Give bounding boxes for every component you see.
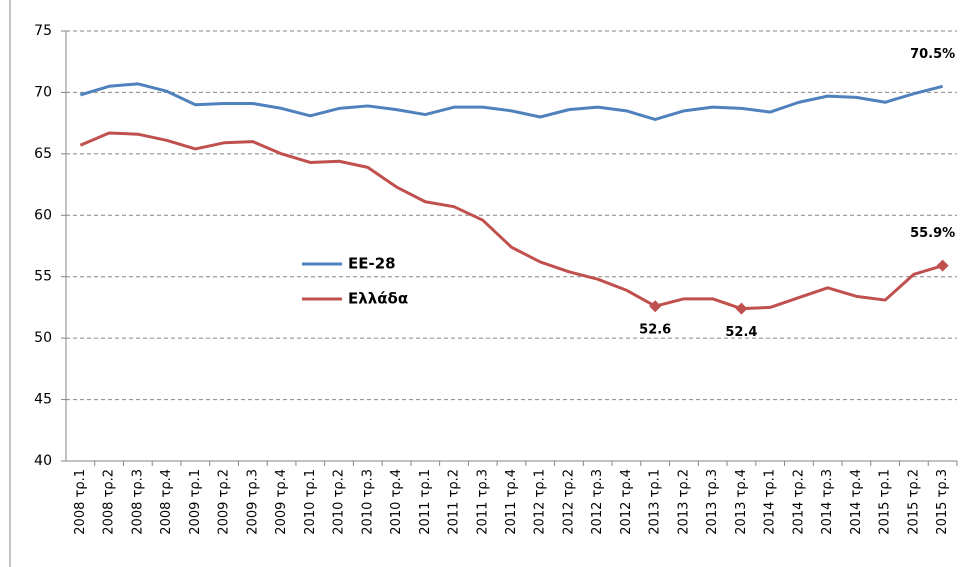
legend-label: Ελλάδα <box>348 290 408 308</box>
x-tick-label: 2010 τρ.3 <box>360 469 375 535</box>
x-tick-label: 2009 τρ.1 <box>188 469 203 535</box>
x-tick-label: 2013 τρ.3 <box>705 469 720 535</box>
x-tick-label: 2014 τρ.1 <box>763 469 778 535</box>
data-label: 52.4 <box>725 325 757 340</box>
x-tick-label: 2011 τρ.1 <box>418 469 433 535</box>
point-marker <box>735 302 748 315</box>
point-marker <box>936 259 949 272</box>
series-line <box>79 131 944 311</box>
x-tick-label: 2008 τρ.1 <box>73 469 88 535</box>
point-marker <box>649 300 662 313</box>
y-tick-label: 60 <box>34 207 52 223</box>
x-tick-label: 2015 τρ.3 <box>935 469 950 535</box>
data-label: 70.5% <box>910 47 955 62</box>
x-tick-label: 2010 τρ.1 <box>303 469 318 535</box>
x-tick-label: 2009 τρ.2 <box>217 469 232 535</box>
y-tick-label: 75 <box>34 23 52 39</box>
x-tick-label: 2008 τρ.3 <box>130 469 145 535</box>
data-label: 52.6 <box>639 323 671 338</box>
x-tick-label: 2014 τρ.4 <box>849 469 864 535</box>
legend-label: EE-28 <box>348 255 396 273</box>
y-tick-label: 50 <box>34 330 52 346</box>
y-tick-label: 45 <box>34 392 52 408</box>
x-tick-label: 2015 τρ.1 <box>878 469 893 535</box>
x-tick-label: 2012 τρ.4 <box>619 469 634 535</box>
x-tick-label: 2015 τρ.2 <box>906 469 921 535</box>
y-tick-label: 55 <box>34 269 52 285</box>
x-tick-label: 2014 τρ.2 <box>791 469 806 535</box>
x-tick-label: 2011 τρ.2 <box>447 469 462 535</box>
x-tick-label: 2013 τρ.4 <box>734 469 749 535</box>
x-tick-label: 2011 τρ.4 <box>504 469 519 535</box>
y-tick-label: 40 <box>34 453 52 469</box>
x-tick-label: 2012 τρ.3 <box>590 469 605 535</box>
series-line <box>79 82 944 121</box>
y-tick-label: 70 <box>34 84 52 100</box>
x-tick-label: 2010 τρ.2 <box>332 469 347 535</box>
x-tick-label: 2012 τρ.1 <box>533 469 548 535</box>
x-tick-label: 2008 τρ.4 <box>159 469 174 535</box>
x-tick-label: 2013 τρ.2 <box>676 469 691 535</box>
data-label: 55.9% <box>910 226 955 241</box>
x-tick-label: 2008 τρ.2 <box>102 469 117 535</box>
x-tick-label: 2012 τρ.2 <box>561 469 576 535</box>
x-tick-label: 2014 τρ.3 <box>820 469 835 535</box>
x-tick-label: 2009 τρ.4 <box>274 469 289 535</box>
y-tick-label: 65 <box>34 146 52 162</box>
x-tick-label: 2009 τρ.3 <box>245 469 260 535</box>
x-tick-label: 2013 τρ.1 <box>648 469 663 535</box>
x-tick-label: 2011 τρ.3 <box>475 469 490 535</box>
x-tick-label: 2010 τρ.4 <box>389 469 404 535</box>
